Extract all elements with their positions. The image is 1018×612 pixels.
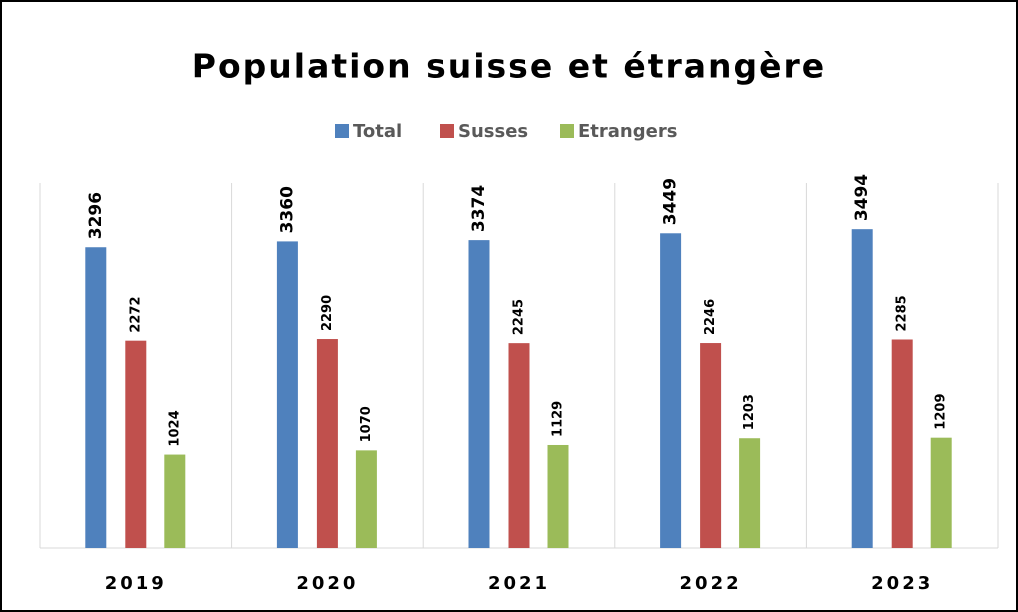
value-label: 3494 xyxy=(852,174,872,221)
value-label: 1024 xyxy=(167,410,182,446)
x-tick-label: 2019 xyxy=(105,573,167,594)
bar xyxy=(930,437,952,548)
legend-swatch xyxy=(335,124,349,138)
bar xyxy=(851,229,873,549)
bar xyxy=(125,340,147,548)
bar xyxy=(85,247,107,549)
legend-label: Etrangers xyxy=(578,121,677,142)
value-label: 3374 xyxy=(469,185,489,232)
bar xyxy=(891,339,913,548)
bar xyxy=(508,343,530,548)
value-label: 3449 xyxy=(661,178,681,225)
value-label: 1070 xyxy=(359,406,374,442)
x-tick-label: 2022 xyxy=(680,573,742,594)
value-label: 2285 xyxy=(895,295,910,331)
x-tick-label: 2020 xyxy=(296,573,358,594)
bar xyxy=(547,444,569,548)
value-label: 1209 xyxy=(934,393,949,429)
value-label: 2272 xyxy=(128,296,143,332)
bar xyxy=(355,450,377,548)
bar xyxy=(316,339,338,548)
x-tick-label: 2021 xyxy=(488,573,550,594)
bar xyxy=(468,240,490,548)
legend-label: Total xyxy=(353,121,402,142)
bar xyxy=(164,454,186,548)
value-label: 2290 xyxy=(320,295,335,331)
value-label: 1129 xyxy=(551,401,566,437)
value-label: 3296 xyxy=(86,192,106,239)
value-label: 1203 xyxy=(742,394,757,430)
x-tick-label: 2023 xyxy=(871,573,933,594)
chart-title: Population suisse et étrangère xyxy=(192,47,826,86)
value-label: 2245 xyxy=(512,299,527,335)
legend-swatch xyxy=(560,124,574,138)
value-label: 2246 xyxy=(703,299,718,335)
bar xyxy=(276,241,298,548)
legend-label: Susses xyxy=(458,121,528,142)
bar xyxy=(660,233,682,548)
bar xyxy=(700,343,722,548)
legend-swatch xyxy=(440,124,454,138)
bar xyxy=(739,438,761,548)
value-label: 3360 xyxy=(277,186,297,233)
